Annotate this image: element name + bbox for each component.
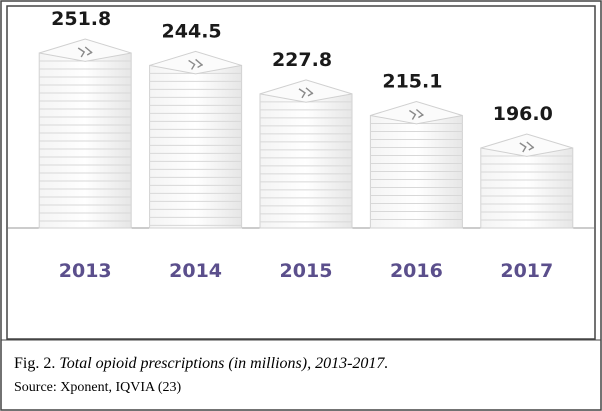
caption-label: Fig. 2. [14,355,55,372]
stack-top [480,133,573,157]
value-label: 196.0 [493,103,553,125]
x-tick-label: 2014 [169,260,222,282]
stack-top [259,79,353,103]
x-tick-label: 2017 [500,260,553,282]
rx-icon [409,108,424,120]
value-label: 251.8 [51,8,111,30]
rx-icon [519,141,535,153]
stack-top [149,50,242,75]
caption: Fig. 2. Total opioid prescriptions (in m… [14,355,388,372]
stacks: 251.8 2013 244.5 2014 227.8 2015 215.1 2016 196.… [38,8,574,282]
x-tick-label: 2013 [59,260,112,282]
caption-title: Total opioid prescriptions (in millions)… [59,355,388,372]
caption-source: Source: Xponent, IQVIA (23) [14,380,182,395]
rx-icon [188,58,204,70]
rx-icon [298,87,314,99]
bar [259,93,353,229]
stack-top [370,100,463,125]
value-label: 227.8 [272,49,332,71]
x-tick-label: 2015 [280,260,333,282]
value-label: 244.5 [162,20,222,42]
value-label: 215.1 [382,70,442,92]
bar [149,64,243,229]
stack-top [39,38,132,62]
x-tick-label: 2016 [390,260,443,282]
rx-icon [77,46,93,58]
